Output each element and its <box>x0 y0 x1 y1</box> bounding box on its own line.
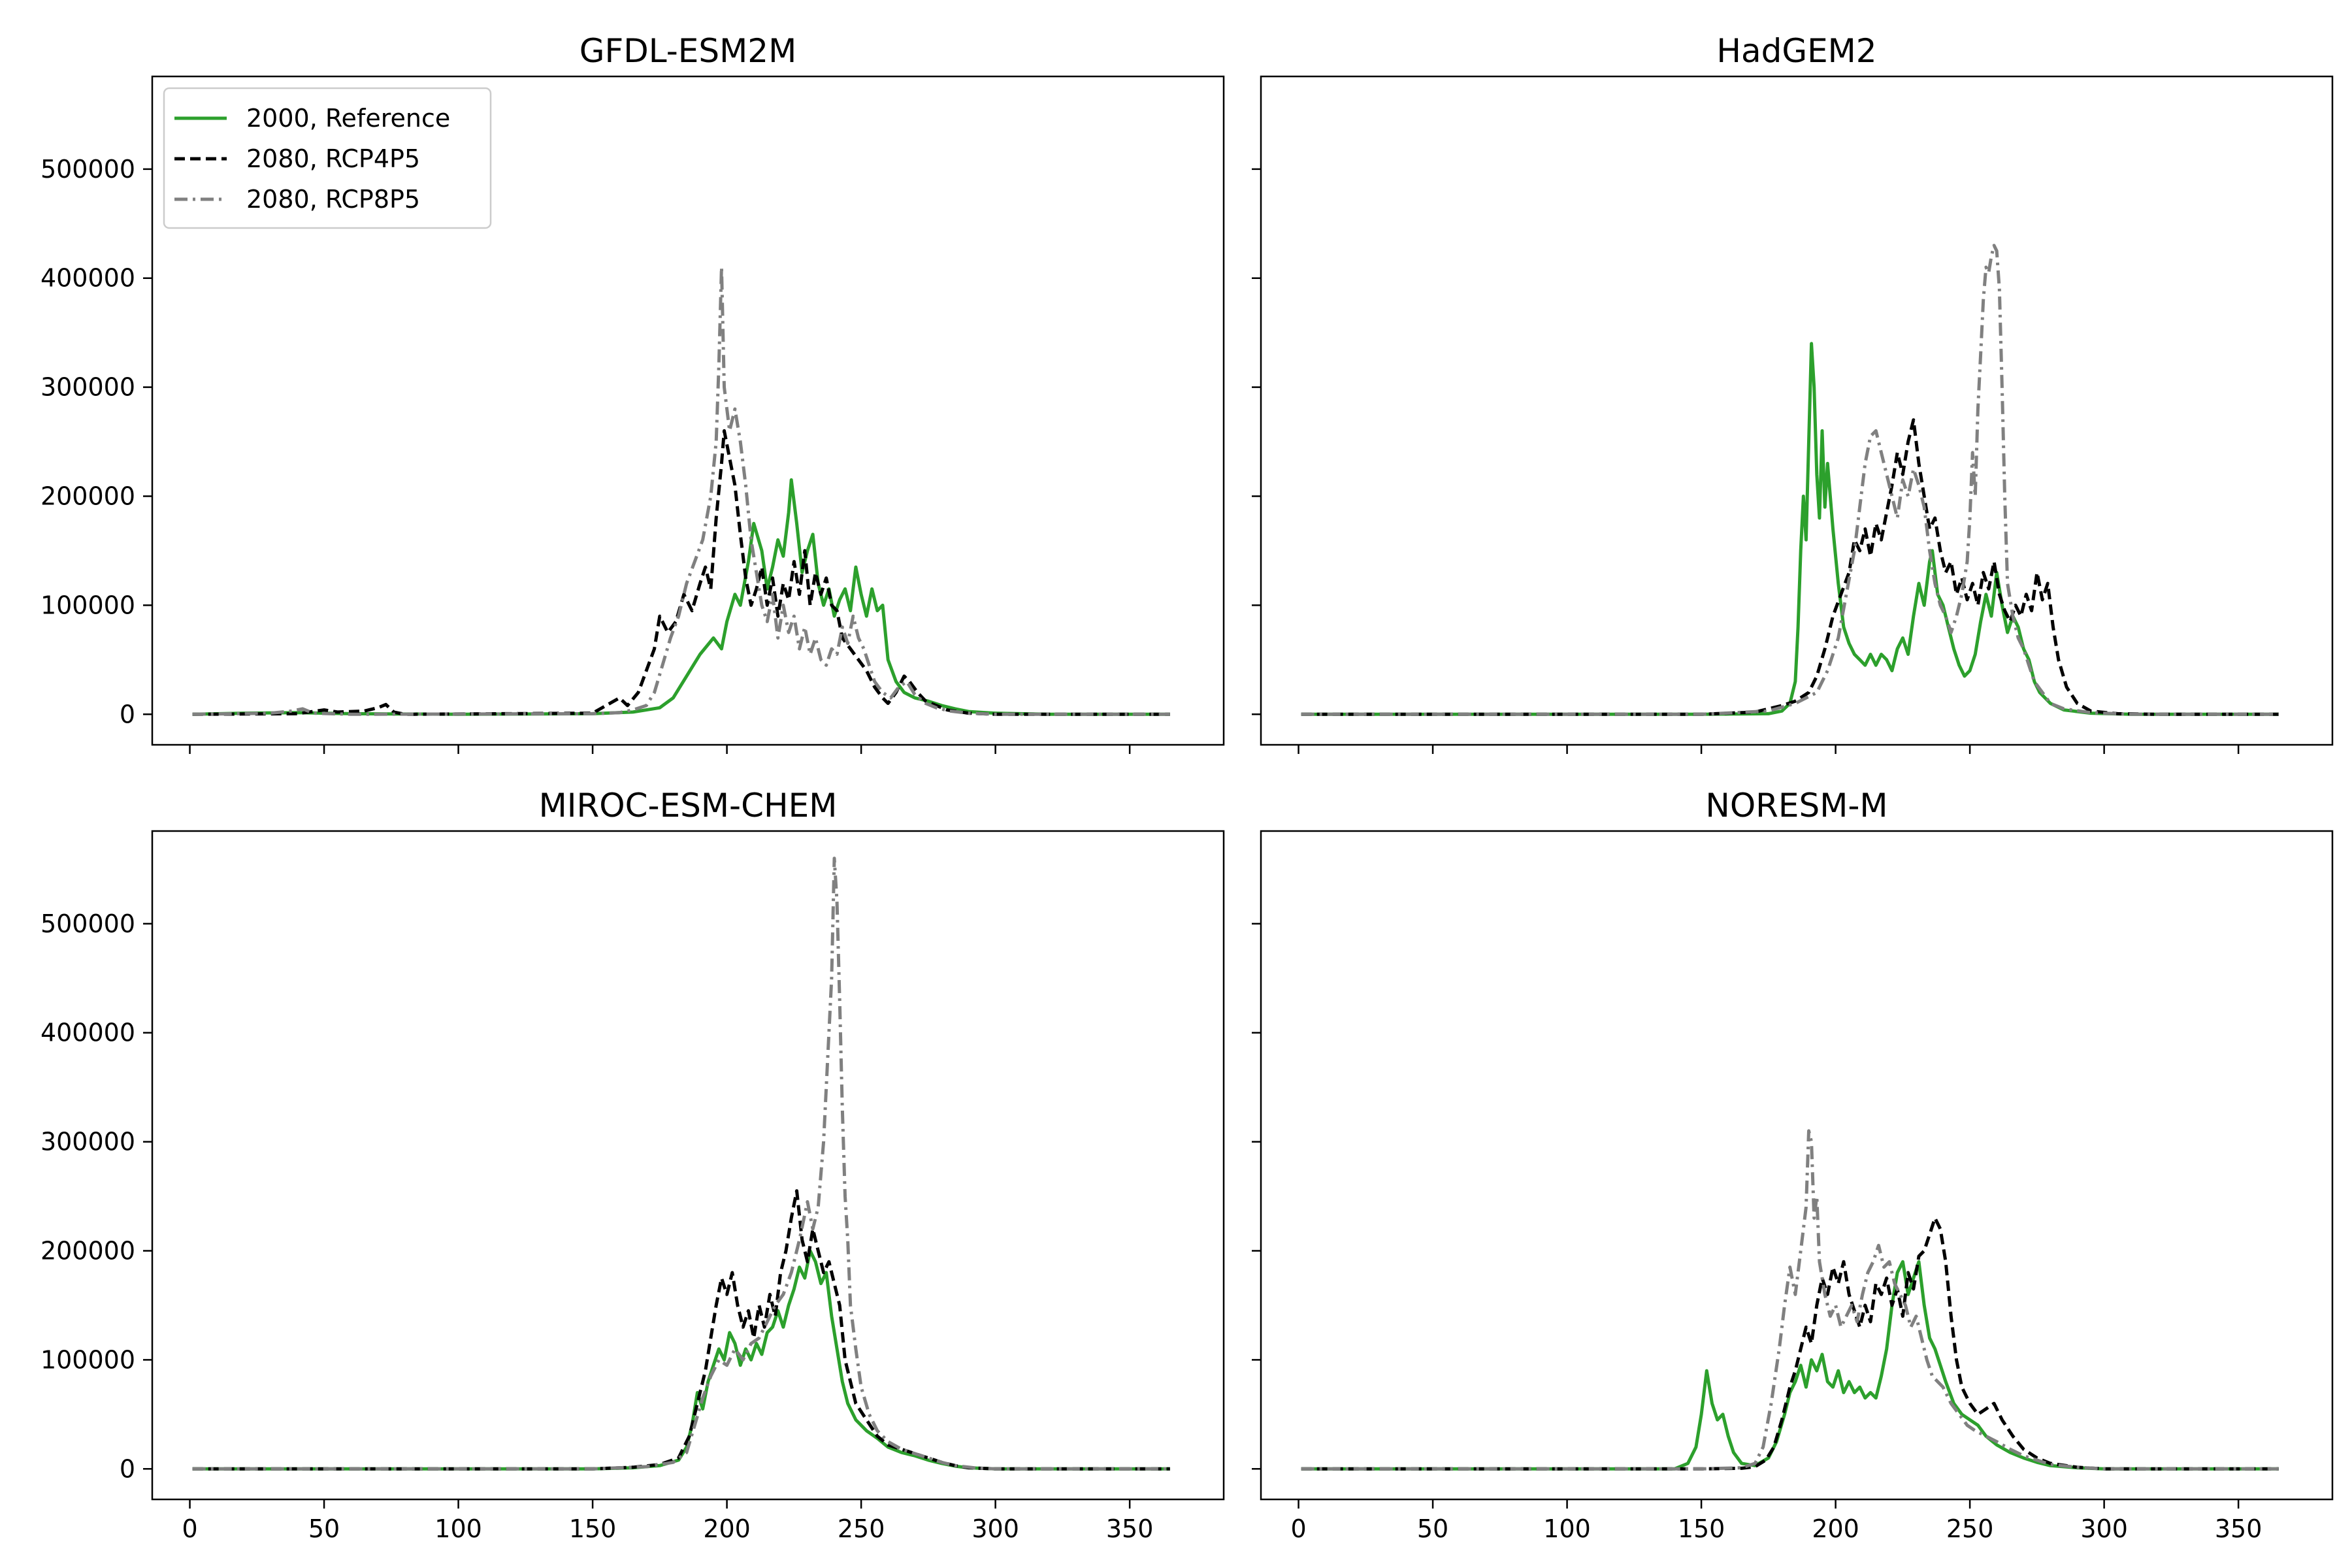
y-tick-label: 200000 <box>41 482 135 511</box>
y-tick-label: 100000 <box>41 1345 135 1374</box>
chart-panel: HadGEM2 <box>1252 32 2334 754</box>
x-tick-label: 300 <box>972 1514 1019 1543</box>
y-tick-label: 200000 <box>41 1237 135 1266</box>
panel-title: GFDL-ESM2M <box>580 32 796 70</box>
y-tick-label: 500000 <box>41 909 135 938</box>
panel-title: HadGEM2 <box>1716 32 1876 70</box>
plot-frame <box>1260 75 2334 746</box>
series-line <box>1301 244 2279 716</box>
chart-panel: GFDL-ESM2M 0 100000 200000 300000 400000 50000… <box>41 32 1225 754</box>
legend-label: 2000, Reference <box>246 104 450 133</box>
chart-panel: NORESM-M 0 50 100 150 200 250 300 350 <box>1252 787 2334 1543</box>
legend-label: 2080, RCP4P5 <box>246 144 420 173</box>
series-line <box>192 478 1170 716</box>
x-tick-label: 150 <box>569 1514 617 1543</box>
series-line <box>192 265 1170 716</box>
series-line <box>1301 418 2279 716</box>
series-line <box>1301 1260 2279 1471</box>
plot-frame <box>151 830 1225 1501</box>
series-line <box>1301 1216 2279 1471</box>
x-tick-label: 0 <box>1290 1514 1306 1543</box>
x-tick-label: 100 <box>434 1514 482 1543</box>
legend-box <box>163 87 492 229</box>
x-tick-label: 250 <box>838 1514 885 1543</box>
series-group <box>192 265 1170 716</box>
plot-frame <box>151 75 1225 746</box>
y-tick-label: 400000 <box>41 264 135 293</box>
panel-title: MIROC-ESM-CHEM <box>539 787 838 825</box>
y-tick-label: 0 <box>120 1454 135 1483</box>
x-tick-label: 0 <box>182 1514 197 1543</box>
x-tick-label: 50 <box>1417 1514 1448 1543</box>
series-group <box>1301 244 2279 716</box>
x-tick-label: 250 <box>1946 1514 1994 1543</box>
x-tick-label: 350 <box>2215 1514 2262 1543</box>
x-tick-label: 200 <box>703 1514 751 1543</box>
x-tick-label: 150 <box>1678 1514 1725 1543</box>
panel-title: NORESM-M <box>1705 787 1887 825</box>
y-tick-label: 0 <box>120 700 135 728</box>
series-line <box>192 429 1170 716</box>
x-tick-label: 200 <box>1812 1514 1859 1543</box>
chart-panel: MIROC-ESM-CHEM 0 50 100 150 200 250 300 350 0 1000… <box>41 787 1225 1543</box>
series-line <box>1301 342 2279 716</box>
y-tick-label: 300000 <box>41 373 135 402</box>
legend-label: 2080, RCP8P5 <box>246 185 420 214</box>
x-tick-label: 300 <box>2080 1514 2128 1543</box>
y-tick-label: 400000 <box>41 1019 135 1047</box>
y-tick-label: 300000 <box>41 1128 135 1156</box>
y-tick-label: 100000 <box>41 591 135 619</box>
series-line <box>192 857 1170 1471</box>
series-line <box>192 1189 1170 1471</box>
series-group <box>192 857 1170 1471</box>
x-tick-label: 50 <box>308 1514 340 1543</box>
series-line <box>1301 1129 2279 1471</box>
series-line <box>192 1249 1170 1471</box>
plot-frame <box>1260 830 2334 1501</box>
y-tick-label: 500000 <box>41 155 135 184</box>
x-tick-label: 350 <box>1106 1514 1154 1543</box>
legend: 2000, Reference 2080, RCP4P5 2080, RCP8P5 <box>163 87 492 229</box>
series-group <box>1301 1129 2279 1471</box>
x-tick-label: 100 <box>1543 1514 1591 1543</box>
